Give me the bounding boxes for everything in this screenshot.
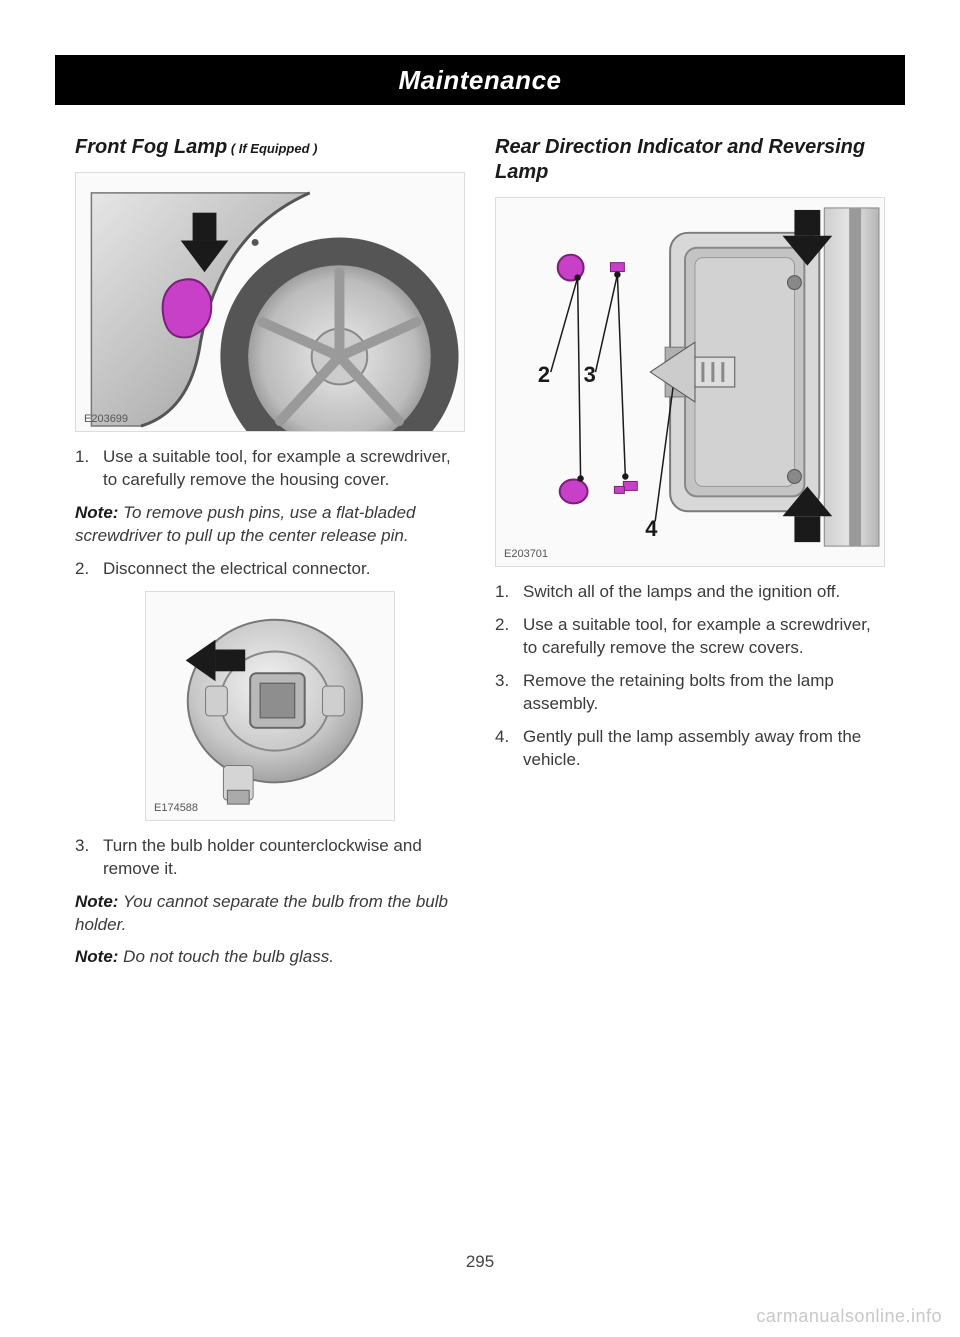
list-item: Disconnect the electrical connector. bbox=[75, 558, 465, 581]
left-steps-3: Turn the bulb holder counterclockwise an… bbox=[75, 835, 465, 881]
list-item: Switch all of the lamps and the ignition… bbox=[495, 581, 885, 604]
right-column: Rear Direction Indicator and Reversing L… bbox=[495, 135, 885, 1227]
fig2-caption: E174588 bbox=[154, 802, 198, 814]
list-item: Turn the bulb holder counterclockwise an… bbox=[75, 835, 465, 881]
list-item: Remove the retaining bolts from the lamp… bbox=[495, 670, 885, 716]
note-2: Note: You cannot separate the bulb from … bbox=[75, 891, 465, 937]
bulb-holder-diagram bbox=[146, 592, 394, 820]
note-body: To remove push pins, use a flat-bladed s… bbox=[75, 503, 416, 545]
fig1-caption: E203699 bbox=[84, 413, 128, 425]
callout-4: 4 bbox=[645, 516, 658, 541]
left-steps-1: Use a suitable tool, for example a screw… bbox=[75, 446, 465, 492]
list-item: Gently pull the lamp assembly away from … bbox=[495, 726, 885, 772]
note-body: Do not touch the bulb glass. bbox=[118, 947, 333, 966]
left-steps-2: Disconnect the electrical connector. bbox=[75, 558, 465, 581]
callout-3: 3 bbox=[584, 362, 596, 387]
title-suffix: ( If Equipped ) bbox=[227, 141, 317, 156]
right-section-title: Rear Direction Indicator and Reversing L… bbox=[495, 135, 885, 185]
fig3-caption: E203701 bbox=[504, 548, 548, 560]
fog-lamp-diagram bbox=[76, 173, 464, 431]
content-area: Front Fog Lamp ( If Equipped ) bbox=[75, 135, 885, 1227]
figure-fog-lamp: E203699 bbox=[75, 172, 465, 432]
header-title: Maintenance bbox=[399, 65, 562, 96]
page-number: 295 bbox=[0, 1252, 960, 1272]
note-body: You cannot separate the bulb from the bu… bbox=[75, 892, 448, 934]
list-item: Use a suitable tool, for example a screw… bbox=[495, 614, 885, 660]
rear-lamp-diagram: 2 3 4 bbox=[496, 198, 884, 566]
header-bar: Maintenance bbox=[55, 55, 905, 105]
figure-rear-lamp: 2 3 4 E20370 bbox=[495, 197, 885, 567]
right-steps: Switch all of the lamps and the ignition… bbox=[495, 581, 885, 772]
note-label: Note: bbox=[75, 503, 118, 522]
left-section-title: Front Fog Lamp ( If Equipped ) bbox=[75, 135, 465, 160]
note-1: Note: To remove push pins, use a flat-bl… bbox=[75, 502, 465, 548]
list-item: Use a suitable tool, for example a screw… bbox=[75, 446, 465, 492]
left-column: Front Fog Lamp ( If Equipped ) bbox=[75, 135, 465, 1227]
figure-bulb-holder: E174588 bbox=[145, 591, 395, 821]
note-3: Note: Do not touch the bulb glass. bbox=[75, 946, 465, 969]
watermark: carmanualsonline.info bbox=[756, 1306, 942, 1327]
title-main: Front Fog Lamp bbox=[75, 136, 227, 158]
callout-2: 2 bbox=[538, 362, 550, 387]
note-label: Note: bbox=[75, 892, 118, 911]
note-label: Note: bbox=[75, 947, 118, 966]
